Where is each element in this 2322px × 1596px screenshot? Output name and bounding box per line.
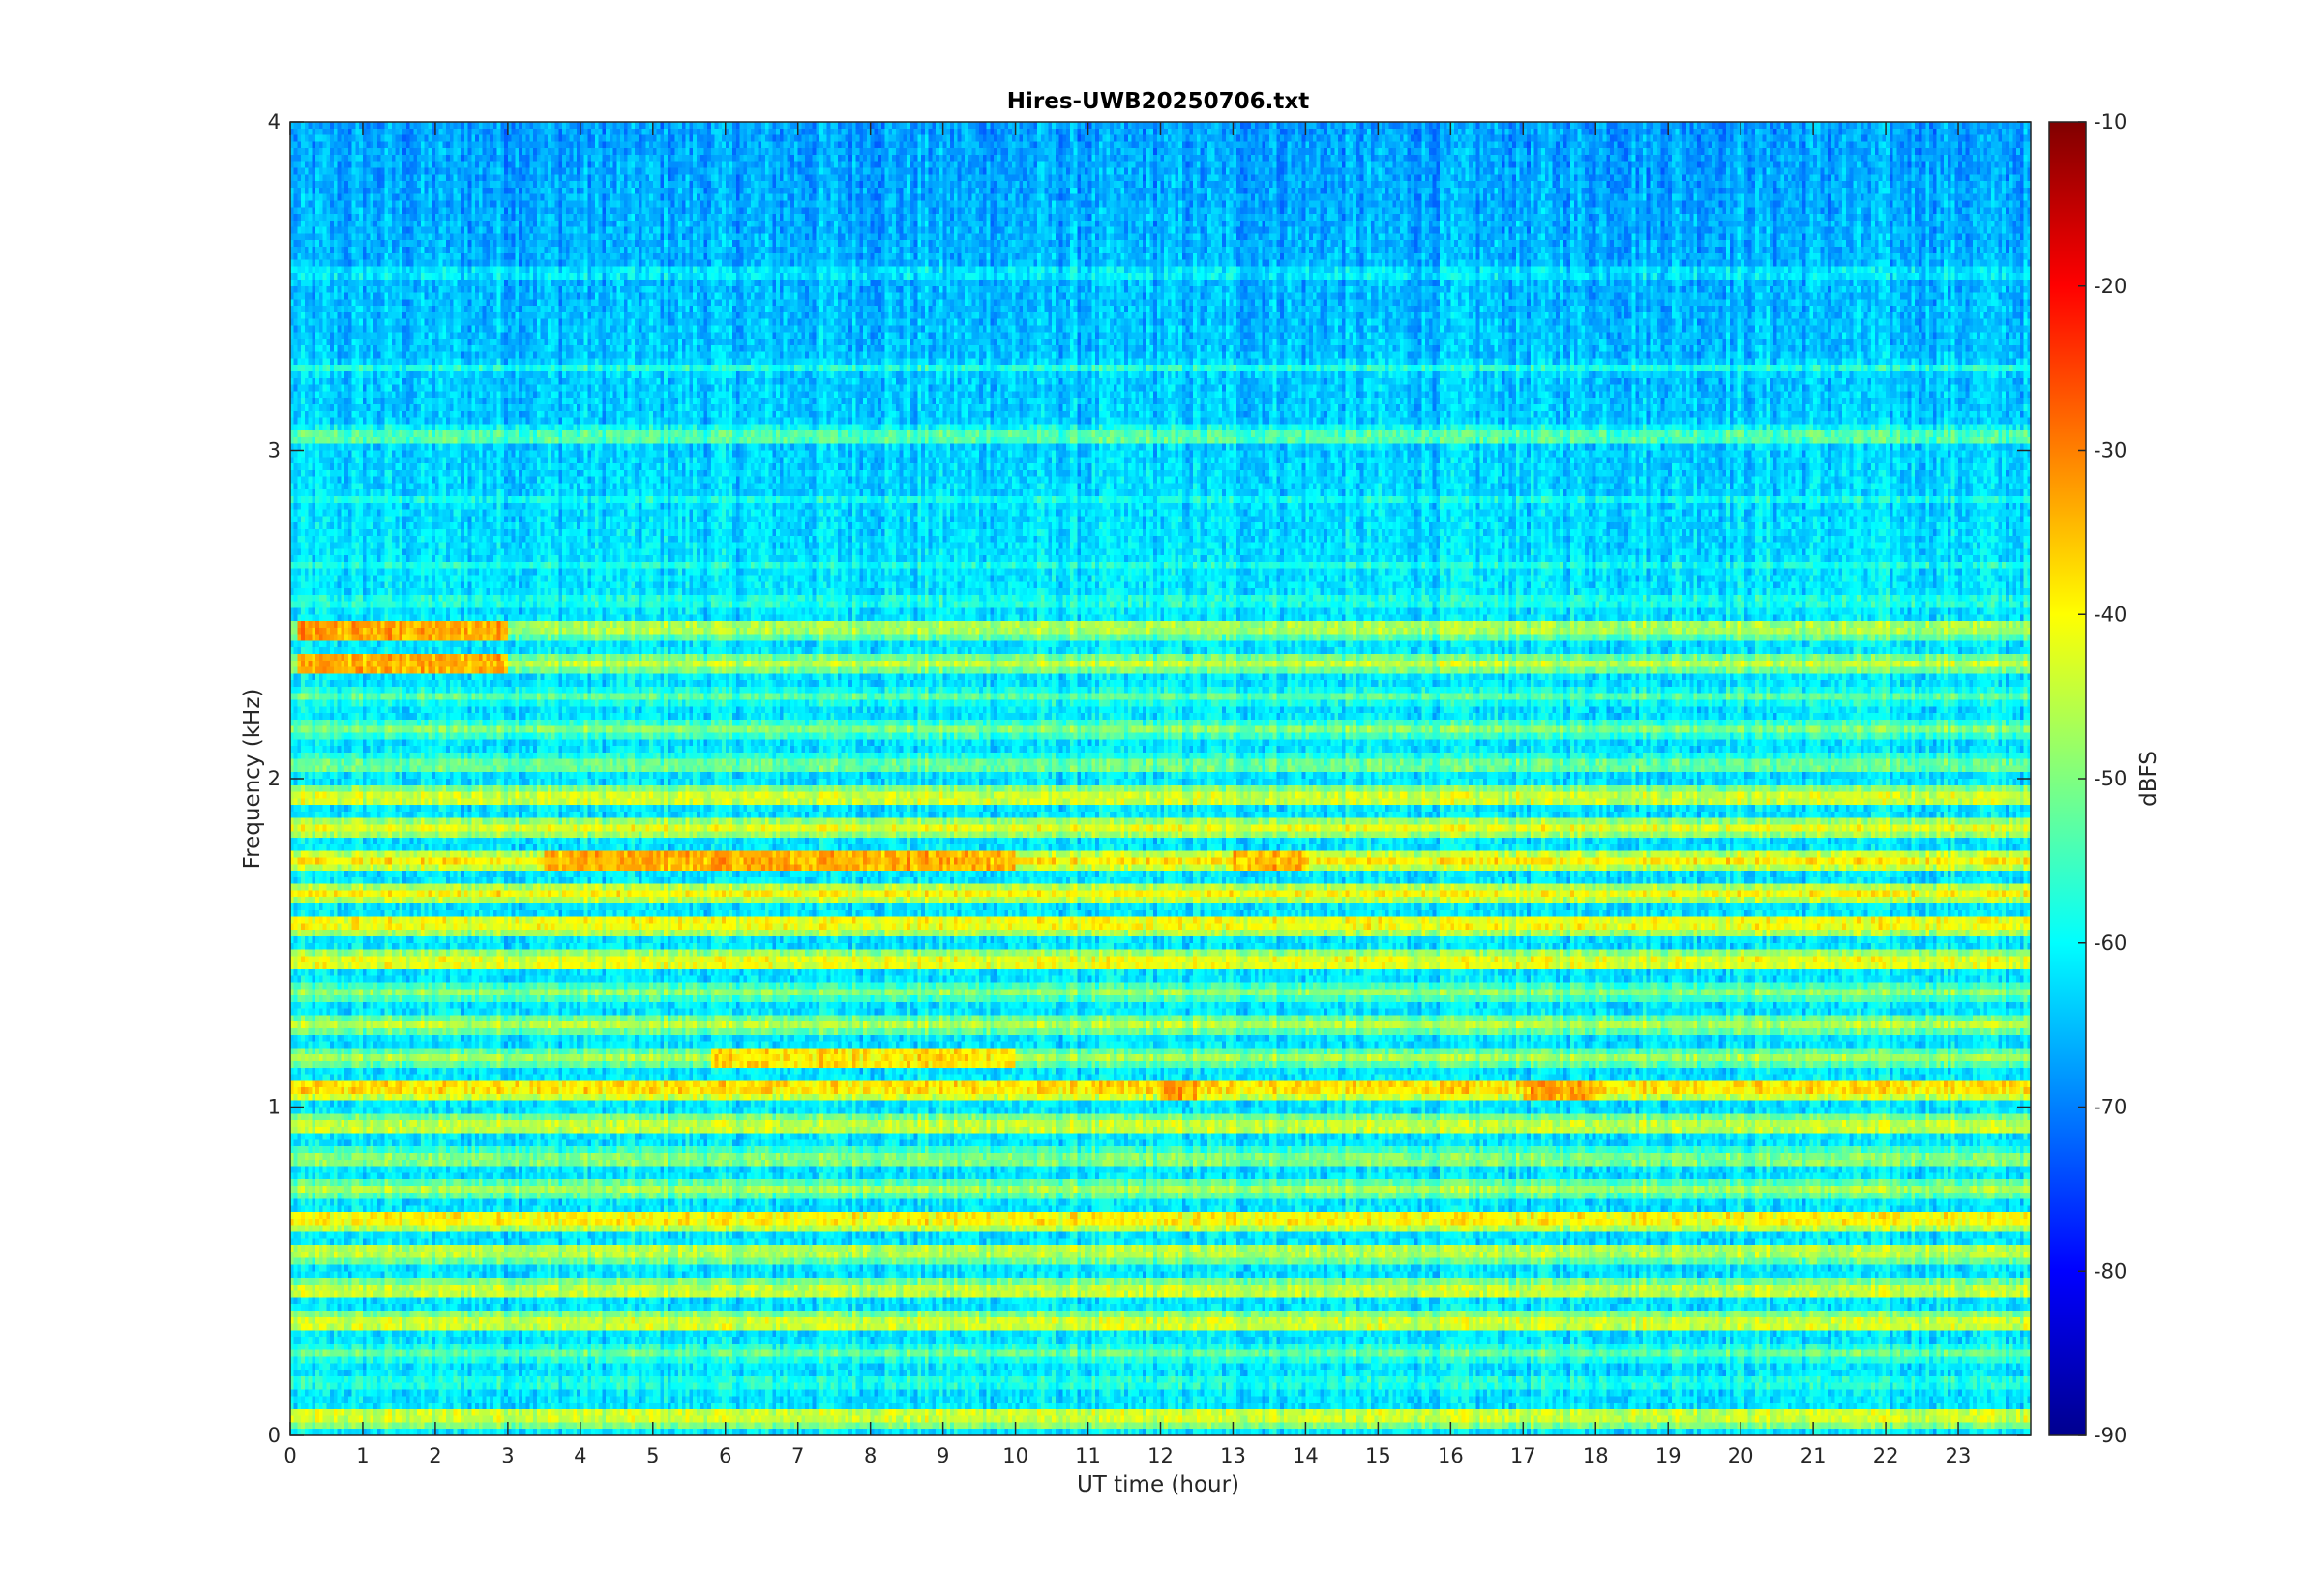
y-axis-ticks: 0 1 2 3 4	[268, 110, 2031, 1447]
colorbar-ticks: -10 -20 -30 -40 -50 -60 -70 -80 -90	[2078, 110, 2127, 1447]
x-tick-label: 4	[574, 1444, 586, 1467]
x-tick-label: 3	[501, 1444, 514, 1467]
colorbar-tick-label: -70	[2094, 1096, 2127, 1119]
y-tick-label: 3	[268, 439, 281, 462]
colorbar-tick-label: -50	[2094, 767, 2127, 790]
colorbar-tick-label: -20	[2094, 275, 2127, 298]
colorbar-tick-label: -10	[2094, 110, 2127, 133]
x-tick-label: 0	[283, 1444, 296, 1467]
x-tick-label: 8	[864, 1444, 877, 1467]
x-tick-label: 17	[1510, 1444, 1536, 1467]
colorbar-tick-label: -40	[2094, 603, 2127, 626]
spectrogram-image	[290, 122, 2031, 1435]
colorbar-label: dBFS	[2136, 751, 2161, 807]
x-tick-label: 10	[1002, 1444, 1028, 1467]
y-tick-label: 1	[268, 1096, 281, 1119]
colorbar-tick-label: -60	[2094, 931, 2127, 955]
x-tick-label: 1	[356, 1444, 369, 1467]
x-tick-label: 2	[429, 1444, 441, 1467]
x-tick-label: 11	[1075, 1444, 1101, 1467]
x-tick-label: 7	[791, 1444, 804, 1467]
x-tick-label: 9	[937, 1444, 949, 1467]
x-tick-label: 14	[1293, 1444, 1319, 1467]
x-tick-label: 5	[646, 1444, 659, 1467]
x-axis-label: UT time (hour)	[1077, 1472, 1239, 1497]
spectrogram-plot-area	[290, 122, 2031, 1435]
x-tick-label: 22	[1873, 1444, 1899, 1467]
y-tick-label: 4	[268, 110, 281, 133]
x-tick-label: 16	[1438, 1444, 1464, 1467]
chart-title: Hires-UWB20250706.txt	[1007, 89, 1309, 114]
x-tick-label: 18	[1583, 1444, 1609, 1467]
x-tick-label: 19	[1655, 1444, 1682, 1467]
x-tick-label: 13	[1220, 1444, 1246, 1467]
colorbar-tick-label: -80	[2094, 1259, 2127, 1283]
x-tick-label: 23	[1946, 1444, 1972, 1467]
y-tick-label: 0	[268, 1424, 281, 1447]
y-axis-label: Frequency (kHz)	[240, 689, 265, 870]
x-tick-label: 21	[1801, 1444, 1827, 1467]
x-axis-ticks: 0 1 2 3 4 5 6 7 8 9 10 11 12 13 14 15 16 17 18 19 20 21 22 23	[283, 122, 1971, 1467]
colorbar-tick-label: -30	[2094, 439, 2127, 462]
x-tick-label: 15	[1365, 1444, 1391, 1467]
x-tick-label: 20	[1728, 1444, 1754, 1467]
x-tick-label: 6	[719, 1444, 731, 1467]
x-tick-label: 12	[1147, 1444, 1174, 1467]
y-tick-label: 2	[268, 767, 281, 790]
colorbar-tick-label: -90	[2094, 1424, 2127, 1447]
